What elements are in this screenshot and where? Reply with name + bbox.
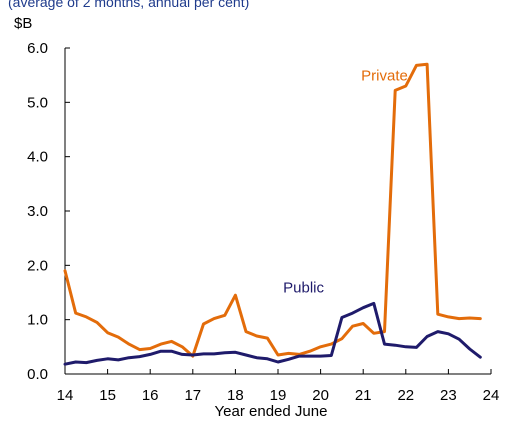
x-tick-label: 20 <box>312 387 329 404</box>
series-label-private: Private <box>361 68 408 85</box>
x-tick-label: 22 <box>397 387 414 404</box>
x-tick-label: 14 <box>57 387 74 404</box>
y-axis-unit-label: $B <box>14 15 32 32</box>
x-tick-label: 16 <box>142 387 159 404</box>
x-tick-label: 19 <box>270 387 287 404</box>
series-lines <box>63 62 482 366</box>
x-tick-label: 18 <box>227 387 244 404</box>
y-tick-label: 2.0 <box>27 257 48 274</box>
x-tick-label: 17 <box>184 387 201 404</box>
y-tick-label: 5.0 <box>27 94 48 111</box>
series-line-public <box>63 301 482 366</box>
y-axis-ticks: 0.0 1.0 2.0 3.0 4.0 5.0 6.0 <box>27 40 70 383</box>
series-line-private <box>63 62 482 358</box>
y-tick-label: 0.0 <box>27 366 48 383</box>
series-label-public: Public <box>283 280 324 297</box>
series-labels: Private Public <box>283 68 408 297</box>
y-tick-label: 4.0 <box>27 149 48 166</box>
x-tick-label: 21 <box>355 387 372 404</box>
x-tick-label: 23 <box>440 387 457 404</box>
y-tick-label: 3.0 <box>27 203 48 220</box>
y-tick-label: 1.0 <box>27 312 48 329</box>
x-axis-title: Year ended June <box>215 403 328 420</box>
y-tick-label: 6.0 <box>27 40 48 57</box>
x-tick-label: 24 <box>483 387 500 404</box>
x-tick-label: 15 <box>99 387 116 404</box>
chart-subtitle: (average of 2 months, annual per cent) <box>8 0 249 10</box>
x-axis-ticks: 14 15 16 17 18 19 20 21 22 23 24 <box>57 369 500 404</box>
